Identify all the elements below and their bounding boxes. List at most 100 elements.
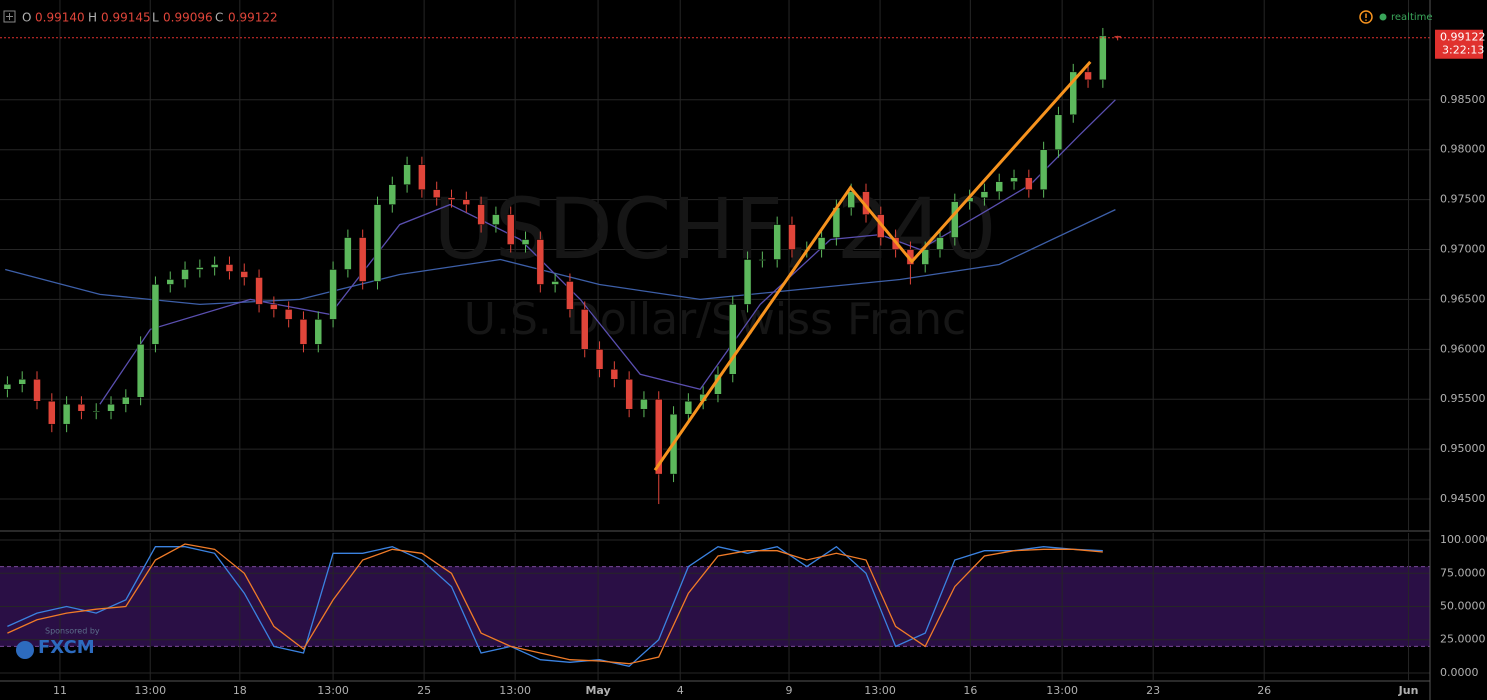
candle-body (270, 304, 278, 310)
x-tick-label: 13:00 (1046, 684, 1078, 697)
expand-icon[interactable] (3, 10, 16, 23)
candle-body (210, 264, 219, 268)
candle-body (462, 199, 471, 205)
candle-body (77, 403, 86, 412)
moving-average (5, 209, 1116, 306)
candle-body (477, 204, 485, 225)
candle-body (240, 271, 249, 278)
candle-body (921, 249, 929, 265)
candle-body (255, 277, 263, 305)
candle-body (566, 281, 574, 310)
y-tick-label: 0.97000 (1440, 243, 1486, 256)
y-tick-label: 0.97500 (1440, 193, 1486, 206)
ohlc-value: 0.99096 (163, 11, 213, 25)
alert-icon[interactable] (1359, 10, 1373, 24)
ohlc-label: L (152, 11, 159, 25)
candle-body (1054, 114, 1063, 150)
y-tick-label: 0.95000 (1440, 442, 1486, 455)
status-dot (1379, 13, 1387, 21)
y-tick-label: 0.96000 (1440, 342, 1486, 355)
candle-body (3, 384, 12, 390)
watermark-symbol: USDCHF, 240 (433, 180, 996, 278)
expand-icon (6, 13, 13, 20)
candle-body (447, 197, 456, 200)
candle-body (418, 164, 426, 190)
candle-body (33, 379, 41, 402)
candle-body (1039, 149, 1048, 190)
candle-body (92, 410, 100, 413)
moving-average (99, 99, 1116, 405)
candle-body (847, 191, 855, 208)
candle-body (1010, 177, 1018, 182)
candle-body (936, 237, 944, 250)
ohlc-value: 0.99140 (35, 11, 85, 25)
candle-body (122, 397, 130, 405)
sponsor-brand: FXCM (38, 637, 95, 658)
candle-body (654, 398, 663, 475)
candle-body (743, 259, 752, 305)
header: O 0.99140 H 0.99145 L 0.99096 C 0.99122 … (3, 10, 1433, 25)
candle-body (329, 269, 337, 320)
candle-body (580, 309, 589, 350)
candle-body (625, 379, 633, 410)
candle-body (551, 281, 559, 285)
candle-body (358, 237, 367, 282)
candle-body (373, 204, 382, 282)
candle-body (595, 349, 604, 370)
y-tick-label: 100.0000 (1440, 533, 1487, 546)
candle-body (506, 214, 515, 245)
candle-body (980, 191, 989, 198)
candle-body (640, 398, 648, 410)
candle-body (773, 224, 781, 260)
x-tick-label: 11 (53, 684, 67, 697)
candle-body (196, 267, 204, 270)
last-price-box (1435, 29, 1483, 59)
watermark: USDCHF, 240 U.S. Dollar/Swiss Franc (433, 180, 996, 345)
x-tick-label: 4 (677, 684, 684, 697)
candle-body (388, 184, 397, 205)
candle-body (610, 369, 619, 380)
y-tick-label: 50.0000 (1440, 600, 1486, 613)
candle-body (344, 237, 352, 270)
candle-body (1099, 35, 1107, 81)
marks (0, 27, 1430, 668)
countdown-label: 3:22:13 (1442, 44, 1484, 57)
x-tick-label: 16 (963, 684, 977, 697)
candle-body (403, 164, 411, 185)
oscillator-line (7, 545, 1103, 668)
candle-body (1084, 71, 1092, 81)
y-tick-label: 75.0000 (1440, 566, 1486, 579)
x-tick-label: Jun (1398, 684, 1419, 697)
candle-body (48, 400, 56, 425)
ohlc-label: C (215, 11, 223, 25)
candle-body (432, 189, 441, 198)
x-tick-label: 9 (786, 684, 793, 697)
ohlc-value: 0.99122 (228, 11, 278, 25)
watermark-description: U.S. Dollar/Swiss Franc (464, 294, 966, 345)
candle-body (107, 403, 115, 412)
ohlc-label: O (22, 11, 31, 25)
candle-body (62, 403, 71, 425)
candle-body (1069, 71, 1077, 116)
candle-body (136, 344, 145, 398)
candle-body (151, 284, 160, 345)
candle-body (684, 400, 693, 415)
candle-body (225, 264, 234, 272)
x-tick-label: 13:00 (317, 684, 349, 697)
candle-body (1025, 177, 1033, 190)
candle-body (729, 304, 737, 375)
ohlc-value: 0.99145 (101, 11, 151, 25)
trend-line (653, 60, 1092, 471)
x-tick-label: 26 (1257, 684, 1271, 697)
x-tick-label: 13:00 (499, 684, 531, 697)
candle-body (166, 279, 174, 285)
sponsor-note: Sponsored by (45, 627, 100, 636)
candle-body (314, 319, 323, 345)
y-tick-label: 0.0000 (1440, 666, 1479, 679)
y-tick-label: 0.96500 (1440, 292, 1486, 305)
candle-body (284, 309, 293, 320)
oscillator-line (7, 543, 1103, 665)
status-text: realtime (1391, 12, 1433, 23)
